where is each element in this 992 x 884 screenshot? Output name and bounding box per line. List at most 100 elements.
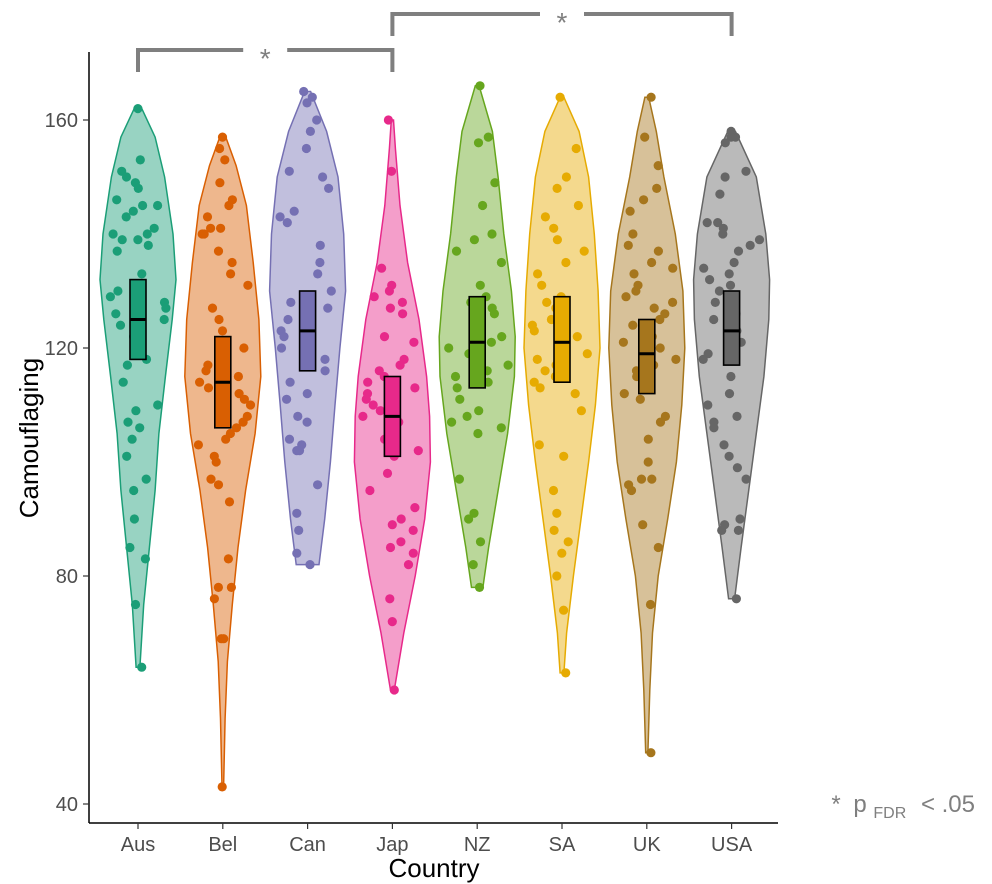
point-sa xyxy=(573,200,584,211)
axes xyxy=(88,52,778,824)
box-uk xyxy=(637,318,656,395)
point-aus xyxy=(131,406,141,416)
point-sa xyxy=(535,383,545,393)
point-uk xyxy=(671,354,681,364)
point-aus xyxy=(143,240,153,250)
point-usa xyxy=(741,474,751,484)
point-bel xyxy=(214,314,224,325)
point-bel xyxy=(221,434,231,444)
point-uk xyxy=(638,520,648,530)
point-sa xyxy=(570,389,580,399)
point-sa xyxy=(549,223,559,233)
point-nz xyxy=(490,178,500,188)
point-bel xyxy=(226,269,236,279)
footnote-p: p xyxy=(853,791,866,818)
point-bel xyxy=(233,371,243,382)
point-jap xyxy=(365,485,375,496)
point-sa xyxy=(540,212,551,222)
point-sa xyxy=(532,354,542,364)
point-can xyxy=(305,560,315,570)
point-can xyxy=(292,548,302,558)
y-axis-title: Camouflaging xyxy=(14,358,44,518)
point-sa xyxy=(582,349,592,359)
point-bel xyxy=(215,143,225,154)
point-can xyxy=(305,126,315,136)
point-uk xyxy=(645,599,656,610)
point-uk xyxy=(623,240,633,250)
point-bel xyxy=(239,343,249,353)
point-sa xyxy=(561,257,571,268)
x-tick-label-jap: Jap xyxy=(376,834,408,856)
point-nz xyxy=(496,423,506,433)
point-usa xyxy=(719,440,729,450)
point-nz xyxy=(478,200,488,211)
point-aus xyxy=(135,155,145,165)
point-aus xyxy=(141,474,151,484)
point-can xyxy=(284,166,294,176)
point-jap xyxy=(396,537,406,547)
point-aus xyxy=(133,104,143,114)
footnote-threshold: < .05 xyxy=(921,791,975,818)
point-sa xyxy=(557,548,567,558)
point-nz xyxy=(444,343,454,353)
point-aus xyxy=(133,235,143,245)
point-aus xyxy=(153,200,163,211)
point-bel xyxy=(216,223,226,233)
point-bel xyxy=(245,400,256,410)
point-bel xyxy=(239,394,249,404)
point-sa xyxy=(552,235,563,245)
point-aus xyxy=(137,662,147,672)
point-jap xyxy=(385,542,396,553)
point-uk xyxy=(649,303,659,313)
violins xyxy=(99,85,771,788)
point-sa xyxy=(533,269,543,279)
point-uk xyxy=(655,343,665,353)
point-aus xyxy=(108,229,118,239)
point-usa xyxy=(724,269,734,279)
point-sa xyxy=(540,366,550,376)
point-aus xyxy=(135,423,145,433)
point-can xyxy=(312,115,322,125)
point-usa xyxy=(725,280,736,290)
point-uk xyxy=(646,748,656,758)
point-sa xyxy=(561,668,571,678)
point-jap xyxy=(363,377,373,387)
point-can xyxy=(289,206,299,216)
point-can xyxy=(320,366,330,376)
point-uk xyxy=(653,246,664,256)
point-nz xyxy=(473,138,484,148)
point-usa xyxy=(709,314,719,325)
y-tick-label-40: 40 xyxy=(56,794,78,816)
point-jap xyxy=(384,286,394,296)
point-bel xyxy=(217,326,228,336)
point-bel xyxy=(197,229,207,239)
point-nz xyxy=(469,508,479,518)
point-aus xyxy=(121,212,131,222)
point-usa xyxy=(754,235,765,245)
point-nz xyxy=(474,582,485,593)
point-can xyxy=(302,98,312,108)
point-jap xyxy=(377,263,387,273)
point-sa xyxy=(548,485,559,496)
point-aus xyxy=(122,360,132,370)
point-uk xyxy=(668,263,678,273)
point-uk xyxy=(618,337,629,347)
point-bel xyxy=(231,423,242,433)
point-bel xyxy=(193,440,203,450)
point-bel xyxy=(224,497,235,507)
footnote: * p FDR < .05 xyxy=(831,791,975,824)
y-tick-label-80: 80 xyxy=(56,566,78,588)
point-aus xyxy=(159,314,169,325)
x-tick-label-aus: Aus xyxy=(121,834,155,856)
point-aus xyxy=(117,235,127,245)
point-aus xyxy=(142,229,152,239)
point-can xyxy=(275,212,285,222)
point-jap xyxy=(389,685,399,695)
point-nz xyxy=(503,360,513,370)
point-aus xyxy=(127,434,137,444)
point-can xyxy=(315,257,325,268)
y-tick-label-120: 120 xyxy=(45,338,78,360)
point-aus xyxy=(149,223,159,233)
point-sa xyxy=(552,508,562,518)
